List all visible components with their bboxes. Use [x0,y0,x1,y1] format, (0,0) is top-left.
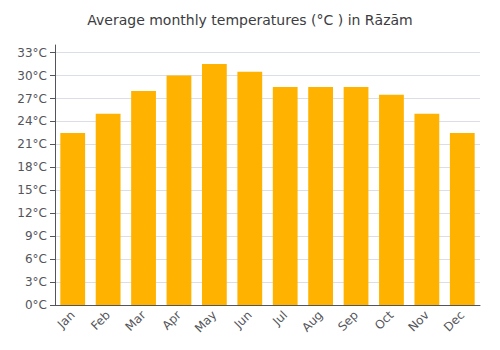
svg-text:Feb: Feb [88,308,113,333]
svg-text:30°C: 30°C [17,69,47,83]
svg-text:Dec: Dec [441,308,467,334]
svg-text:0°C: 0°C [25,298,47,312]
svg-text:33°C: 33°C [17,46,47,60]
svg-text:Apr: Apr [159,308,184,333]
svg-text:May: May [192,308,219,335]
svg-text:Jul: Jul [269,308,290,329]
svg-text:18°C: 18°C [17,160,47,174]
svg-text:6°C: 6°C [25,252,47,266]
svg-text:Oct: Oct [372,308,397,333]
svg-text:Aug: Aug [299,308,325,334]
svg-text:Mar: Mar [123,308,149,334]
svg-text:21°C: 21°C [17,137,47,151]
svg-text:Jun: Jun [231,308,255,332]
svg-text:3°C: 3°C [25,275,47,289]
svg-text:15°C: 15°C [17,183,47,197]
svg-text:Jan: Jan [54,308,78,332]
svg-text:9°C: 9°C [25,229,47,243]
svg-text:Nov: Nov [405,308,431,334]
svg-text:12°C: 12°C [17,206,47,220]
svg-text:Average monthly temperatures (: Average monthly temperatures (°C ) in Rā… [87,12,412,28]
svg-text:27°C: 27°C [17,92,47,106]
svg-text:24°C: 24°C [17,114,47,128]
svg-text:Sep: Sep [335,308,361,334]
